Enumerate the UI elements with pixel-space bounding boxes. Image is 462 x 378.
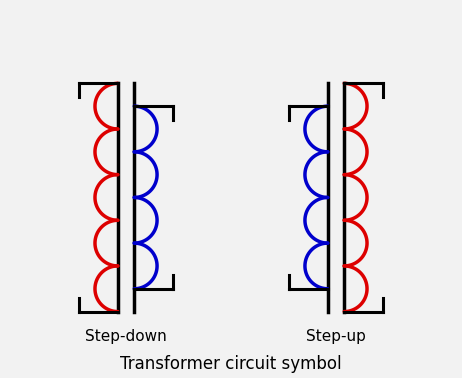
Text: Step-down: Step-down (85, 329, 167, 344)
Text: Step-up: Step-up (306, 329, 366, 344)
Text: Transformer circuit symbol: Transformer circuit symbol (120, 355, 342, 373)
